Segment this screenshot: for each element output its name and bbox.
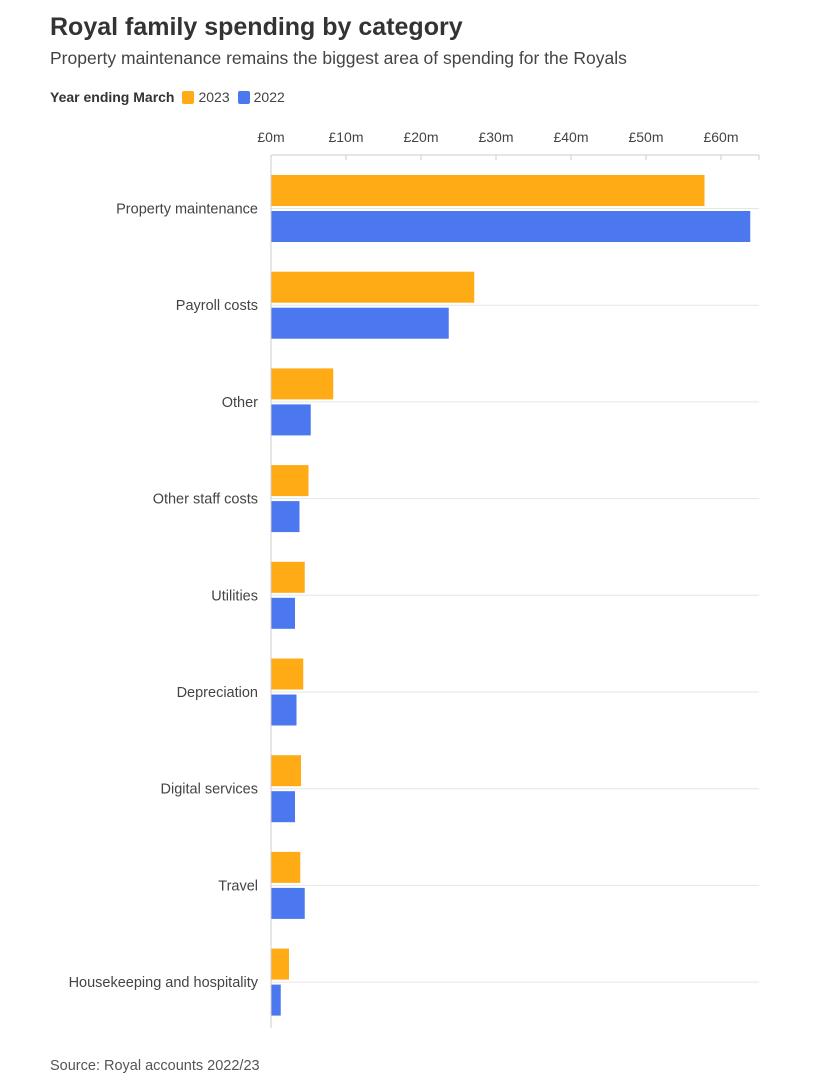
legend-item-2022: 2022 bbox=[237, 89, 285, 105]
chart-subtitle: Property maintenance remains the biggest… bbox=[50, 48, 627, 68]
legend-label-2023: 2023 bbox=[198, 89, 230, 105]
category-label: Payroll costs bbox=[176, 298, 258, 314]
bar-2023 bbox=[271, 175, 705, 206]
category-label: Digital services bbox=[161, 782, 259, 798]
bar-2022 bbox=[271, 984, 281, 1016]
legend-swatch-2023 bbox=[182, 90, 195, 104]
bar-2023 bbox=[271, 658, 304, 690]
x-tick-label: £40m bbox=[553, 129, 588, 145]
category-label: Travel bbox=[218, 878, 258, 894]
source-note: Source: Royal accounts 2022/23 bbox=[50, 1058, 260, 1074]
bar-2022 bbox=[271, 307, 449, 339]
bar-2023 bbox=[271, 271, 475, 303]
legend-label-2022: 2022 bbox=[253, 89, 285, 105]
x-tick-label: £50m bbox=[628, 129, 663, 145]
x-tick-label: £30m bbox=[478, 129, 513, 145]
bar-2023 bbox=[271, 851, 301, 883]
bar-2023 bbox=[271, 561, 305, 593]
x-tick-label: £10m bbox=[328, 129, 363, 145]
category-label: Depreciation bbox=[177, 685, 258, 701]
x-tick-label: £0m bbox=[257, 129, 284, 145]
chart-title: Royal family spending by category bbox=[50, 13, 463, 41]
bar-2022 bbox=[271, 791, 295, 823]
bar-chart: £0m £10m £20m £30m £40m £50m £60m Property main… bbox=[69, 129, 760, 1028]
bar-2022 bbox=[271, 211, 751, 242]
category-label: Other bbox=[222, 395, 258, 411]
bar-2022 bbox=[271, 694, 297, 726]
bar-2022 bbox=[271, 404, 311, 436]
bar-2022 bbox=[271, 887, 305, 919]
bar-2023 bbox=[271, 948, 289, 980]
x-tick-label: £60m bbox=[703, 129, 738, 145]
bar-2023 bbox=[271, 755, 301, 787]
category-label: Property maintenance bbox=[116, 202, 258, 218]
category-label: Housekeeping and hospitality bbox=[69, 975, 259, 991]
category-label: Utilities bbox=[211, 588, 258, 604]
category-label: Other staff costs bbox=[153, 492, 258, 508]
bar-2022 bbox=[271, 501, 300, 533]
legend: Year ending March 2023 2022 bbox=[50, 89, 293, 105]
bar-2023 bbox=[271, 465, 309, 497]
legend-swatch-2022 bbox=[237, 90, 250, 104]
legend-item-2023: 2023 bbox=[182, 89, 230, 105]
bar-2022 bbox=[271, 597, 295, 629]
x-tick-label: £20m bbox=[403, 129, 438, 145]
legend-title: Year ending March bbox=[50, 89, 175, 105]
bar-2023 bbox=[271, 368, 334, 400]
